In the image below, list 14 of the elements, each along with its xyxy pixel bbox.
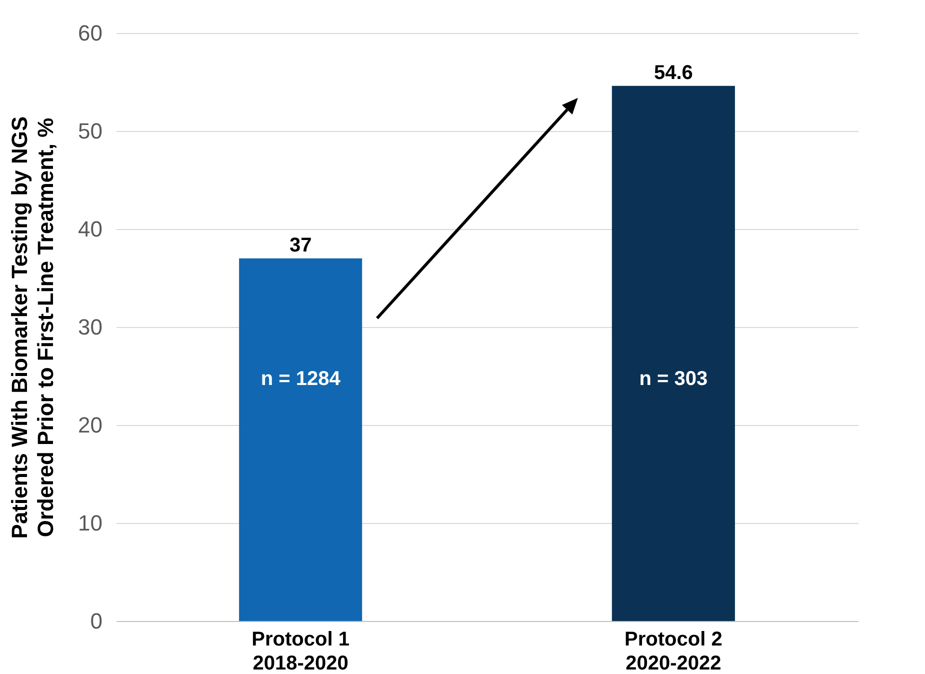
y-tick-label: 0 bbox=[90, 608, 102, 634]
x-tick-label: Protocol 1 2018-2020 bbox=[252, 628, 350, 674]
x-tick-label: Protocol 2 2020-2022 bbox=[624, 628, 722, 674]
y-tick-label: 40 bbox=[78, 216, 102, 242]
annotation: n = 303 bbox=[639, 368, 708, 390]
annotation: n = 1284 bbox=[260, 368, 342, 390]
y-tick-label: 30 bbox=[78, 314, 102, 340]
data-label: 37 bbox=[289, 234, 312, 256]
y-tick-label: 20 bbox=[78, 412, 102, 438]
data-label: 54.6 bbox=[654, 62, 693, 84]
y-tick-label: 10 bbox=[78, 510, 102, 536]
y-tick-label: 50 bbox=[78, 118, 102, 144]
y-tick-label: 60 bbox=[78, 20, 102, 46]
y-axis-title: Patients With Biomarker Testing by NGS Ordered Prior to First-Line Treatment, % bbox=[7, 116, 58, 539]
